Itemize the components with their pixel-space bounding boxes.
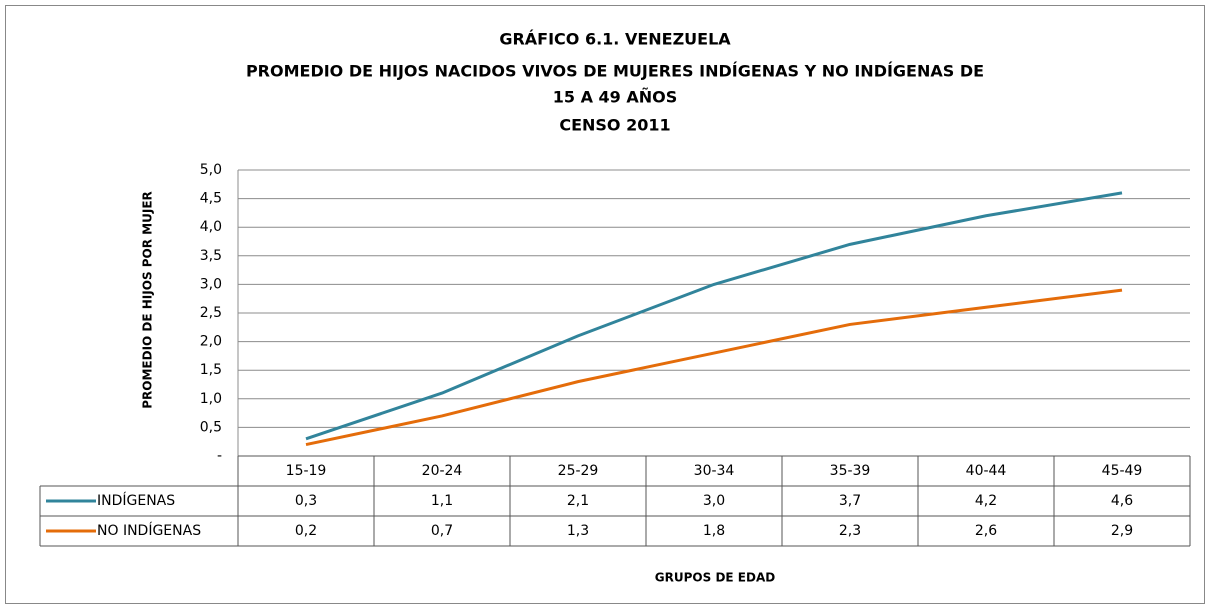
table-value: 1,3 — [567, 523, 589, 539]
y-tick-label: - — [217, 448, 222, 464]
y-tick-label: 4,0 — [200, 219, 222, 235]
y-tick-label: 4,5 — [200, 191, 222, 207]
legend-label: INDÍGENAS — [97, 492, 175, 509]
y-tick-label: 3,0 — [200, 276, 222, 292]
x-tick-label: 15-19 — [286, 463, 327, 479]
y-tick-label: 2,0 — [200, 334, 222, 350]
table-value: 4,2 — [975, 493, 997, 509]
table-value: 0,7 — [431, 523, 453, 539]
y-axis-label: PROMEDIO DE HIJOS POR MUJER — [141, 191, 155, 409]
table-value: 2,6 — [975, 523, 997, 539]
table-value: 2,1 — [567, 493, 589, 509]
table-value: 1,8 — [703, 523, 725, 539]
series-line — [305, 288, 1123, 447]
chart-title: GRÁFICO 6.1. VENEZUELA — [499, 30, 731, 49]
x-tick-label: 30-34 — [694, 463, 735, 479]
table-value: 1,1 — [431, 493, 453, 509]
table-value: 0,3 — [295, 493, 317, 509]
series-line — [305, 191, 1123, 441]
chart-title: CENSO 2011 — [559, 116, 670, 135]
legend-label: NO INDÍGENAS — [97, 522, 201, 539]
y-tick-label: 2,5 — [200, 305, 222, 321]
x-tick-label: 45-49 — [1102, 463, 1143, 479]
y-tick-label: 5,0 — [200, 162, 222, 178]
x-tick-label: 20-24 — [422, 463, 463, 479]
table-value: 3,0 — [703, 493, 725, 509]
x-tick-label: 40-44 — [966, 463, 1007, 479]
y-tick-label: 0,5 — [200, 419, 222, 435]
x-tick-label: 35-39 — [830, 463, 871, 479]
table-value: 2,3 — [839, 523, 861, 539]
y-tick-label: 1,0 — [200, 391, 222, 407]
x-tick-label: 25-29 — [558, 463, 599, 479]
table-value: 2,9 — [1111, 523, 1133, 539]
y-tick-label: 1,5 — [200, 362, 222, 378]
x-axis-label: GRUPOS DE EDAD — [655, 571, 775, 585]
chart-title: PROMEDIO DE HIJOS NACIDOS VIVOS DE MUJER… — [246, 62, 984, 81]
y-tick-label: 3,5 — [200, 248, 222, 264]
table-value: 3,7 — [839, 493, 861, 509]
table-value: 4,6 — [1111, 493, 1133, 509]
chart-title: 15 A 49 AÑOS — [553, 88, 678, 107]
table-value: 0,2 — [295, 523, 317, 539]
